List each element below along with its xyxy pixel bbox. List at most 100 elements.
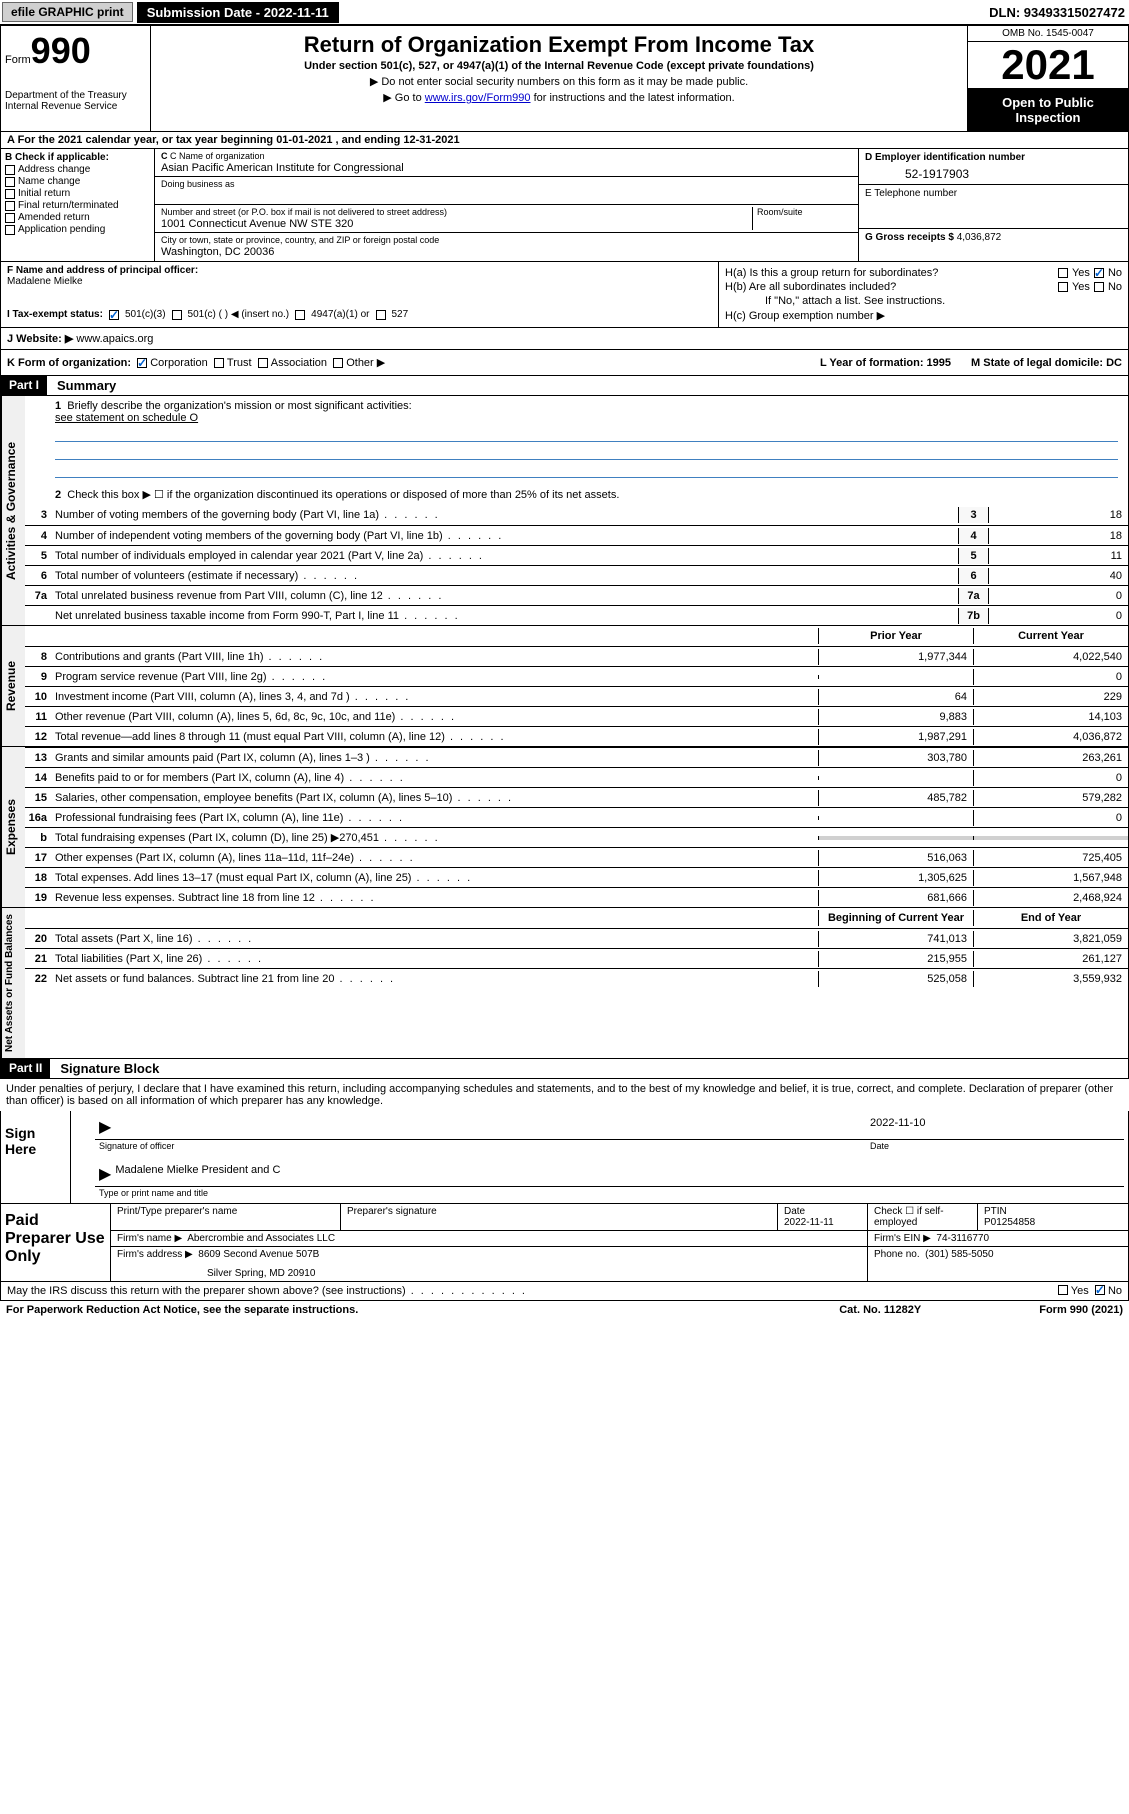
- chk-address-change[interactable]: [5, 165, 15, 175]
- sig-arrow-1: ▶: [99, 1117, 111, 1137]
- chk-initial-return[interactable]: [5, 189, 15, 199]
- prior-value: [818, 816, 973, 820]
- current-value: 0: [973, 669, 1128, 685]
- gov-row: 5 Total number of individuals employed i…: [25, 545, 1128, 565]
- lbl-app-pending: Application pending: [18, 224, 105, 235]
- officer-sig-label: Signature of officer: [99, 1141, 860, 1151]
- current-value: 263,261: [973, 750, 1128, 766]
- row-num: 6: [25, 570, 51, 582]
- form-org-label: K Form of organization:: [7, 357, 131, 369]
- data-row: 11 Other revenue (Part VIII, column (A),…: [25, 706, 1128, 726]
- current-value: [973, 836, 1128, 840]
- row-num: 18: [25, 872, 51, 884]
- prior-value: [818, 776, 973, 780]
- lbl-initial-return: Initial return: [18, 188, 70, 199]
- row-text: Total unrelated business revenue from Pa…: [51, 588, 958, 604]
- hb-no[interactable]: [1094, 282, 1104, 292]
- lbl-name-change: Name change: [18, 176, 80, 187]
- prior-value: 681,666: [818, 890, 973, 906]
- row-num: 7a: [25, 590, 51, 602]
- gross-receipts-value: 4,036,872: [957, 232, 1002, 243]
- gov-row: 4 Number of independent voting members o…: [25, 525, 1128, 545]
- row-num: 10: [25, 691, 51, 703]
- discuss-no-lbl: No: [1108, 1285, 1122, 1297]
- dln-label: DLN: 93493315027472: [989, 5, 1129, 20]
- row-num: 21: [25, 953, 51, 965]
- tax-exempt-label: I Tax-exempt status:: [7, 309, 103, 320]
- lbl-corp: Corporation: [150, 357, 207, 369]
- hb-yes[interactable]: [1058, 282, 1068, 292]
- discuss-no[interactable]: [1095, 1285, 1105, 1295]
- lbl-amended: Amended return: [18, 212, 90, 223]
- lbl-trust: Trust: [227, 357, 252, 369]
- department-label: Department of the Treasury Internal Reve…: [5, 90, 146, 112]
- firm-addr-label: Firm's address ▶: [117, 1249, 193, 1260]
- data-row: 18 Total expenses. Add lines 13–17 (must…: [25, 867, 1128, 887]
- chk-assoc[interactable]: [258, 358, 268, 368]
- ha-yes[interactable]: [1058, 268, 1068, 278]
- row-num: 17: [25, 852, 51, 864]
- form-word: Form: [5, 54, 31, 66]
- revenue-section: Revenue Prior Year Current Year 8 Contri…: [0, 626, 1129, 747]
- row-num: b: [25, 832, 51, 844]
- prior-value: 525,058: [818, 971, 973, 987]
- chk-other[interactable]: [333, 358, 343, 368]
- row-value: 18: [988, 528, 1128, 544]
- open-public-badge: Open to Public Inspection: [968, 89, 1128, 131]
- row-value: 0: [988, 608, 1128, 624]
- row-num: 22: [25, 973, 51, 985]
- data-row: 12 Total revenue—add lines 8 through 11 …: [25, 726, 1128, 746]
- part-ii-header: Part II Signature Block: [0, 1059, 1129, 1079]
- discuss-yes-lbl: Yes: [1071, 1285, 1089, 1297]
- efile-print-button[interactable]: efile GRAPHIC print: [2, 2, 133, 22]
- chk-name-change[interactable]: [5, 177, 15, 187]
- row-j-website: J Website: ▶ www.apaics.org: [0, 328, 1129, 350]
- chk-corp[interactable]: [137, 358, 147, 368]
- prep-date-header: Date: [784, 1206, 861, 1217]
- current-value: 2,468,924: [973, 890, 1128, 906]
- row-text: Other revenue (Part VIII, column (A), li…: [51, 709, 818, 725]
- row-cellnum: 7b: [958, 608, 988, 624]
- officer-signature-field[interactable]: [115, 1117, 860, 1137]
- chk-4947[interactable]: [295, 310, 305, 320]
- prep-name-header: Print/Type preparer's name: [111, 1204, 341, 1230]
- chk-final-return[interactable]: [5, 201, 15, 211]
- state-domicile: M State of legal domicile: DC: [971, 357, 1122, 369]
- mission-block: 1 Briefly describe the organization's mi…: [25, 396, 1128, 505]
- chk-trust[interactable]: [214, 358, 224, 368]
- data-row: 9 Program service revenue (Part VIII, li…: [25, 666, 1128, 686]
- part-i-header: Part I Summary: [0, 376, 1129, 396]
- instructions-link[interactable]: www.irs.gov/Form990: [425, 92, 531, 104]
- sign-here-label: Sign Here: [1, 1111, 71, 1203]
- self-employed-check[interactable]: Check ☐ if self-employed: [868, 1204, 978, 1230]
- line-2-text: Check this box ▶ ☐ if the organization d…: [67, 489, 619, 501]
- addr-value: 1001 Connecticut Avenue NW STE 320: [161, 217, 752, 230]
- end-year-header: End of Year: [973, 910, 1128, 926]
- discuss-yes[interactable]: [1058, 1285, 1068, 1295]
- row-cellnum: 7a: [958, 588, 988, 604]
- vert-revenue: Revenue: [1, 626, 25, 746]
- chk-app-pending[interactable]: [5, 225, 15, 235]
- part-i-label: Part I: [1, 376, 47, 395]
- chk-501c3[interactable]: [109, 310, 119, 320]
- row-cellnum: 4: [958, 528, 988, 544]
- current-value: 579,282: [973, 790, 1128, 806]
- discuss-text: May the IRS discuss this return with the…: [7, 1285, 1058, 1297]
- row-num: 14: [25, 772, 51, 784]
- lbl-other: Other ▶: [346, 356, 385, 369]
- chk-527[interactable]: [376, 310, 386, 320]
- line-1-num: 1: [55, 400, 61, 412]
- header-left: Form990 Department of the Treasury Inter…: [1, 26, 151, 131]
- lbl-address-change: Address change: [18, 164, 90, 175]
- row-cellnum: 3: [958, 507, 988, 523]
- room-suite-label: Room/suite: [752, 207, 852, 230]
- ha-no[interactable]: [1094, 268, 1104, 278]
- row-text: Number of voting members of the governin…: [51, 507, 958, 523]
- header-right: OMB No. 1545-0047 2021 Open to Public In…: [968, 26, 1128, 131]
- hc-label: H(c) Group exemption number ▶: [725, 309, 885, 322]
- chk-amended[interactable]: [5, 213, 15, 223]
- chk-501c[interactable]: [172, 310, 182, 320]
- prior-value: 741,013: [818, 931, 973, 947]
- mission-blank-3: [55, 462, 1118, 478]
- prior-value: 9,883: [818, 709, 973, 725]
